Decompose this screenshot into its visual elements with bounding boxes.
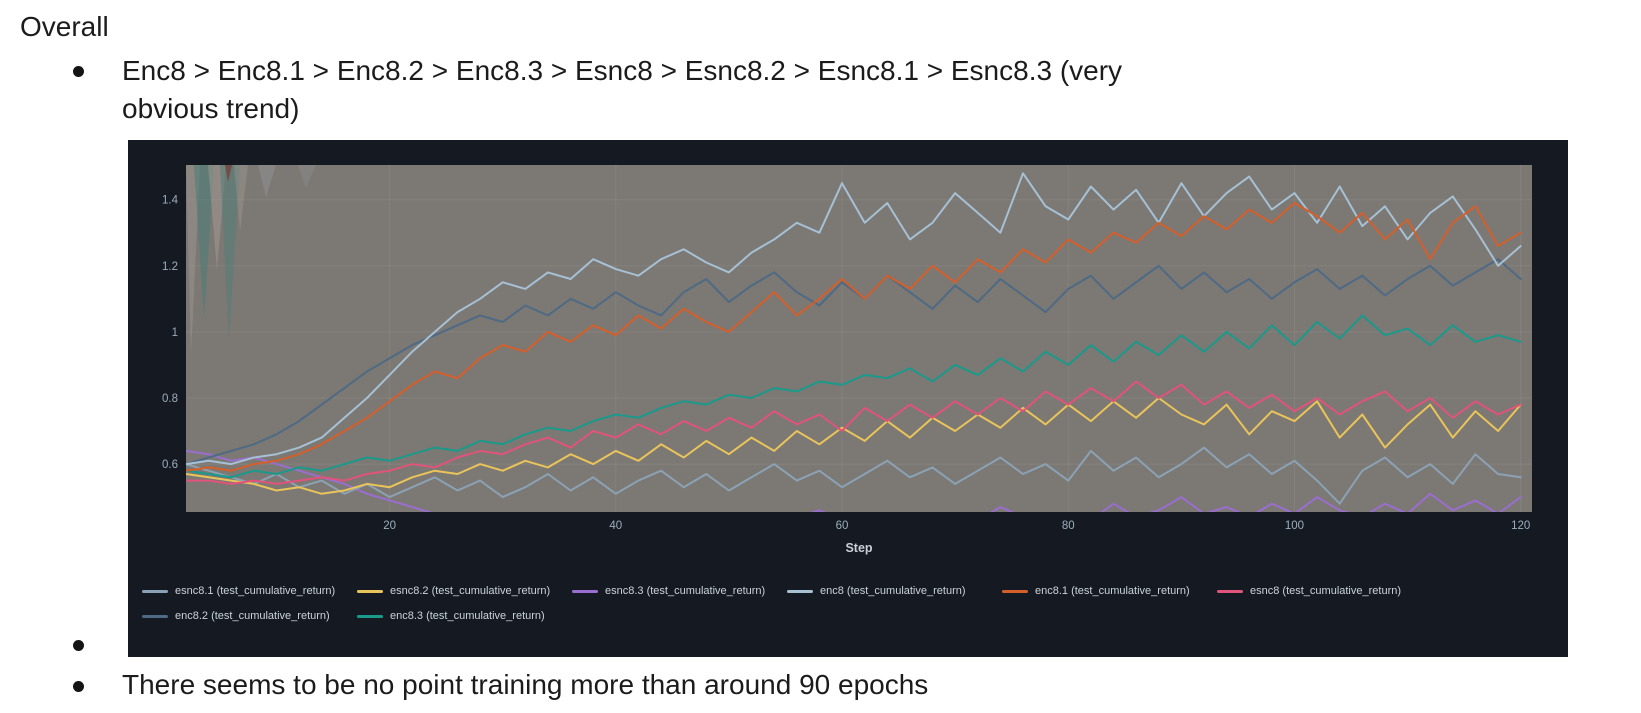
series-line-enc8 bbox=[186, 172, 1522, 466]
series-line-enc8.1 bbox=[186, 202, 1522, 472]
series-line-enc8.2 bbox=[186, 258, 1522, 466]
x-tick-label: 120 bbox=[1511, 520, 1530, 532]
legend-item-esnc8.2: esnc8.2 (test_cumulative_return) bbox=[357, 581, 572, 601]
x-tick-label: 40 bbox=[609, 520, 622, 532]
legend-swatch-esnc8.1 bbox=[142, 589, 168, 593]
legend-label-esnc8: esnc8 (test_cumulative_return) bbox=[1250, 585, 1402, 597]
x-axis-label: Step bbox=[845, 541, 872, 555]
y-tick-label: 1.4 bbox=[162, 195, 179, 207]
legend-label-esnc8.1: esnc8.1 (test_cumulative_return) bbox=[175, 585, 336, 597]
y-tick-label: 1 bbox=[172, 327, 178, 339]
series-line-esnc8.3 bbox=[186, 449, 1522, 512]
bullet-marker bbox=[73, 681, 84, 692]
legend-item-esnc8: esnc8 (test_cumulative_return) bbox=[1217, 581, 1432, 601]
legend-swatch-enc8.2 bbox=[142, 614, 168, 618]
legend-label-enc8.1: enc8.1 (test_cumulative_return) bbox=[1035, 585, 1190, 597]
clipped-transient-artifact bbox=[186, 165, 316, 355]
legend-item-enc8.3: enc8.3 (test_cumulative_return) bbox=[357, 606, 572, 626]
line-chart: 0.6 0.8 1 1.2 1.4 20 40 60 80 100 120 Step bbox=[162, 165, 1532, 555]
legend-swatch-esnc8 bbox=[1217, 589, 1243, 593]
bullet-text-epochs: There seems to be no point training more… bbox=[122, 669, 929, 700]
legend-swatch-enc8 bbox=[787, 589, 813, 593]
x-tick-label: 100 bbox=[1285, 520, 1304, 532]
legend-swatch-esnc8.3 bbox=[572, 589, 598, 593]
page-title: Overall bbox=[20, 11, 109, 42]
bullet-text-trend-line1: Enc8 > Enc8.1 > Enc8.2 > Enc8.3 > Esnc8 … bbox=[122, 55, 1123, 86]
bullet-marker bbox=[73, 66, 84, 77]
gridlines bbox=[186, 165, 1532, 512]
y-tick-label: 0.8 bbox=[162, 393, 178, 405]
legend-label-enc8.2: enc8.2 (test_cumulative_return) bbox=[175, 610, 330, 622]
legend-label-enc8.3: enc8.3 (test_cumulative_return) bbox=[390, 610, 545, 622]
x-tick-label: 60 bbox=[836, 520, 849, 532]
legend-item-enc8.1: enc8.1 (test_cumulative_return) bbox=[1002, 581, 1217, 601]
legend-label-enc8: enc8 (test_cumulative_return) bbox=[820, 585, 966, 597]
series-line-enc8.3 bbox=[186, 314, 1522, 479]
legend-swatch-enc8.1 bbox=[1002, 589, 1028, 593]
y-tick-label: 0.6 bbox=[162, 459, 178, 471]
legend-item-enc8: enc8 (test_cumulative_return) bbox=[787, 581, 1002, 601]
series-line-esnc8 bbox=[186, 380, 1522, 485]
legend-item-esnc8.1: esnc8.1 (test_cumulative_return) bbox=[142, 581, 357, 601]
wandb-chart-image[interactable]: 0.6 0.8 1 1.2 1.4 20 40 60 80 100 120 Step esnc8.1 … bbox=[128, 140, 1568, 657]
x-tick-label: 80 bbox=[1062, 520, 1075, 532]
legend-label-esnc8.2: esnc8.2 (test_cumulative_return) bbox=[390, 585, 551, 597]
chart-legend: esnc8.1 (test_cumulative_return) esnc8.2 … bbox=[142, 581, 1554, 626]
series-lines bbox=[186, 172, 1522, 512]
bullet-text-trend-line2: obvious trend) bbox=[122, 93, 300, 124]
legend-item-enc8.2: enc8.2 (test_cumulative_return) bbox=[142, 606, 357, 626]
series-line-esnc8.2 bbox=[186, 397, 1522, 495]
legend-swatch-enc8.3 bbox=[357, 614, 383, 618]
legend-item-esnc8.3: esnc8.3 (test_cumulative_return) bbox=[572, 581, 787, 601]
axis-ticks: 0.6 0.8 1 1.2 1.4 20 40 60 80 100 120 bbox=[162, 195, 1530, 532]
legend-label-esnc8.3: esnc8.3 (test_cumulative_return) bbox=[605, 585, 766, 597]
series-line-esnc8.1 bbox=[186, 446, 1522, 505]
bullet-marker-empty bbox=[73, 640, 84, 651]
legend-swatch-esnc8.2 bbox=[357, 589, 383, 593]
x-tick-label: 20 bbox=[383, 520, 396, 532]
y-tick-label: 1.2 bbox=[162, 261, 178, 273]
